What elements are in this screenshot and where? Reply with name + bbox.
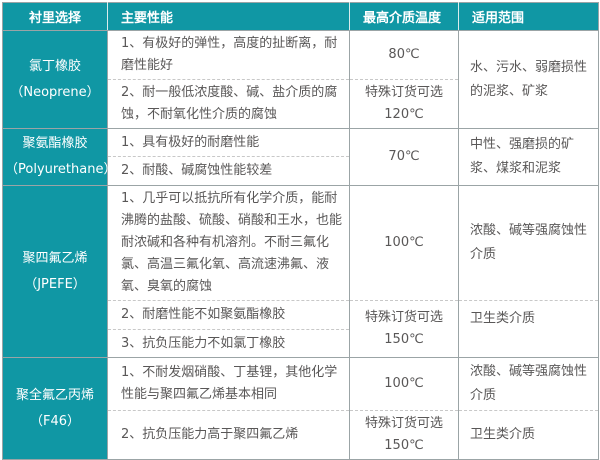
performance-cell: 2、耐一般低浓度酸、碱、盐介质的腐蚀，不耐氧化性介质的腐蚀 <box>107 79 350 129</box>
material-cell-polyurethane: 聚氨酯橡胶 （Polyurethane） <box>2 128 116 186</box>
performance-cell: 2、耐磨性能不如聚氨酯橡胶 <box>107 300 350 330</box>
max-temp-cell: 80℃ <box>349 30 459 80</box>
performance-cell: 2、耐酸、碱腐蚀性能较差 <box>107 156 350 186</box>
performance-cell: 2、抗负压能力高于聚四氟乙烯 <box>107 410 350 460</box>
max-temp-cell: 100℃ <box>349 185 459 301</box>
header-row: 衬里选择 主要性能 最高介质温度 适用范围 <box>2 2 599 31</box>
max-temp-cell: 特殊订货可选 150℃ <box>349 300 459 358</box>
table-row: 聚全氟乙丙烯 （F46） 1、不耐发烟硝酸、丁基锂，其他化学性能与聚四氟乙烯基本… <box>2 357 599 460</box>
material-cell-jpefe: 聚四氟乙烯 （JPEFE） <box>2 185 108 358</box>
table-row: 2、耐一般低浓度酸、碱、盐介质的腐蚀，不耐氧化性介质的腐蚀 特殊订货可选 120… <box>3 79 599 129</box>
table-row: 3、抗负压能力不如氯丁橡胶 <box>3 329 599 358</box>
performance-cell: 1、不耐发烟硝酸、丁基锂，其他化学性能与聚四氟乙烯基本相同 <box>107 357 350 411</box>
header-cell-max-temp: 最高介质温度 <box>349 2 459 31</box>
material-cell-f46: 聚全氟乙丙烯 （F46） <box>2 357 108 460</box>
performance-cell: 3、抗负压能力不如氯丁橡胶 <box>107 329 350 358</box>
table-row: 聚氨酯橡胶 （Polyurethane） 1、具有极好的耐磨性能 70℃ 中性、… <box>2 128 599 186</box>
max-temp-cell: 100℃ <box>349 357 459 411</box>
performance-cell: 1、具有极好的耐磨性能 <box>107 128 350 157</box>
performance-cell: 1、几乎可以抵抗所有化学介质，能耐沸腾的盐酸、硫酸、硝酸和王水，也能耐浓碱和各种… <box>107 185 350 301</box>
application-cell: 卫生类介质 <box>458 300 599 358</box>
header-cell-lining: 衬里选择 <box>2 2 108 31</box>
performance-cell: 1、有极好的弹性，高度的扯断离，耐磨性能好 <box>107 30 350 80</box>
application-cell: 卫生类介质 <box>458 410 599 460</box>
table-row: 氯丁橡胶 （Neoprene） 1、有极好的弹性，高度的扯断离，耐磨性能好 80… <box>2 30 599 129</box>
table-row: 2、耐磨性能不如聚氨酯橡胶 特殊订货可选 150℃ 卫生类介质 <box>3 300 599 358</box>
table-row: 2、耐酸、碱腐蚀性能较差 <box>3 156 599 186</box>
header-cell-application: 适用范围 <box>458 2 599 31</box>
max-temp-cell: 特殊订货可选 120℃ <box>349 79 459 129</box>
application-cell: 中性、强磨损的矿浆、煤浆和泥浆 <box>458 128 599 186</box>
application-cell: 浓酸、碱等强腐蚀性介质 <box>458 357 599 411</box>
header-cell-performance: 主要性能 <box>107 2 350 31</box>
material-cell-neoprene: 氯丁橡胶 （Neoprene） <box>2 30 108 129</box>
max-temp-cell: 特殊订货可选 150℃ <box>349 410 459 460</box>
table-row: 聚四氟乙烯 （JPEFE） 1、几乎可以抵抗所有化学介质，能耐沸腾的盐酸、硫酸、… <box>2 185 599 358</box>
max-temp-cell: 70℃ <box>349 128 459 186</box>
application-cell: 浓酸、碱等强腐蚀性介质 <box>458 185 599 301</box>
application-cell: 水、污水、弱磨损性的泥浆、矿浆 <box>458 30 599 129</box>
